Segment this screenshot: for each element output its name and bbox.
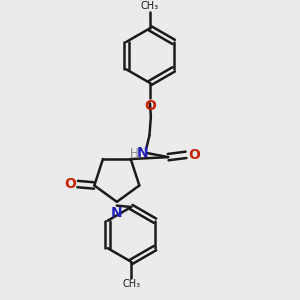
Text: N: N bbox=[111, 206, 123, 220]
Text: CH₃: CH₃ bbox=[141, 1, 159, 10]
Text: N: N bbox=[136, 146, 148, 161]
Text: H: H bbox=[130, 147, 139, 160]
Text: O: O bbox=[188, 148, 200, 162]
Text: CH₃: CH₃ bbox=[122, 279, 140, 290]
Text: O: O bbox=[64, 177, 76, 191]
Text: O: O bbox=[144, 99, 156, 113]
